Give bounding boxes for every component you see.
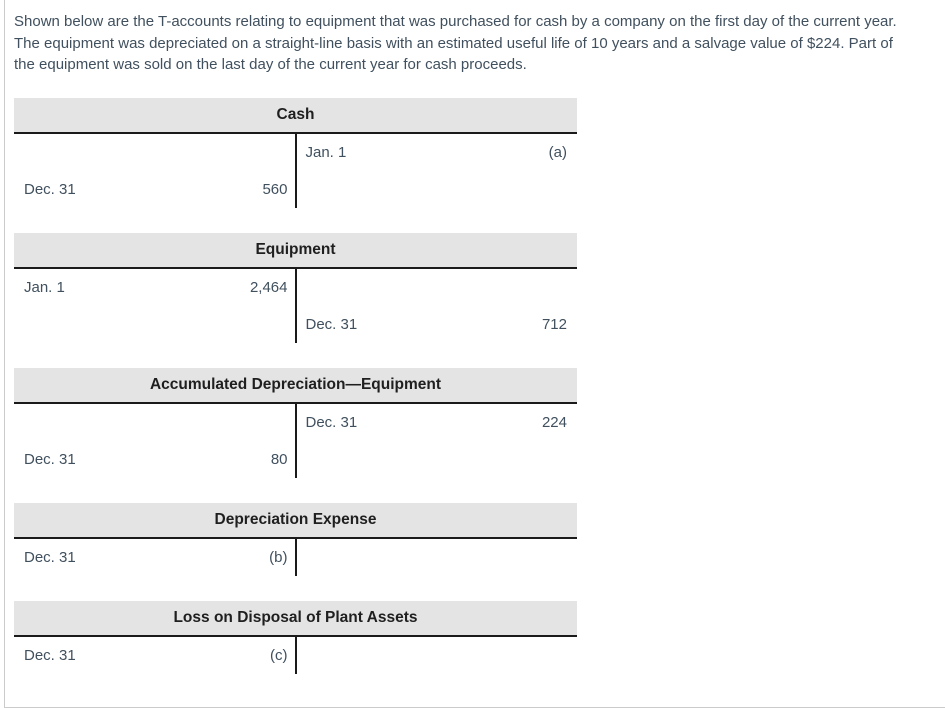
t-account-equipment: Equipment Jan. 1 2,464 Dec. 31 712 — [14, 232, 577, 343]
t-account-divider — [294, 538, 297, 576]
t-account-body: Dec. 31 224 Dec. 31 80 — [14, 403, 577, 478]
entry-date: Jan. 1 — [305, 143, 347, 161]
credit-cell-empty — [296, 637, 578, 674]
problem-statement-line: the equipment was sold on the last day o… — [14, 56, 527, 73]
entry-date: Dec. 31 — [24, 548, 76, 566]
t-account-title: Accumulated Depreciation—Equipment — [14, 367, 577, 404]
t-account-row: Jan. 1 2,464 — [14, 269, 577, 306]
debit-cell: Dec. 31 (b) — [14, 539, 296, 576]
entry-amount: (c) — [270, 646, 288, 664]
t-account-body: Jan. 1 (a) Dec. 31 560 — [14, 133, 577, 208]
entry-date: Jan. 1 — [24, 278, 65, 296]
credit-cell: Dec. 31 224 — [296, 404, 578, 441]
t-account-divider — [294, 268, 297, 343]
t-account-row: Dec. 31 80 — [14, 441, 577, 478]
t-account-loss-on-disposal: Loss on Disposal of Plant Assets Dec. 31… — [14, 600, 577, 674]
entry-amount: 224 — [541, 413, 567, 431]
t-account-title: Depreciation Expense — [14, 502, 577, 539]
t-account-row: Dec. 31 (b) — [14, 539, 577, 576]
problem-statement-line: The equipment was depreciated on a strai… — [14, 34, 893, 52]
t-account-depreciation-expense: Depreciation Expense Dec. 31 (b) — [14, 502, 577, 576]
entry-date: Dec. 31 — [305, 413, 358, 431]
credit-cell-empty — [296, 539, 578, 576]
t-account-body: Dec. 31 (b) — [14, 538, 577, 576]
entry-date: Dec. 31 — [305, 315, 358, 333]
t-account-cash: Cash Jan. 1 (a) Dec. 31 560 — [14, 97, 577, 208]
t-account-title: Equipment — [14, 232, 577, 269]
problem-page: Shown below are the T-accounts relating … — [4, 0, 945, 708]
t-account-row: Dec. 31 712 — [14, 306, 577, 343]
credit-cell-empty — [296, 171, 578, 208]
entry-date: Dec. 31 — [24, 646, 76, 664]
credit-cell: Jan. 1 (a) — [296, 134, 578, 171]
entry-amount: (a) — [548, 143, 567, 161]
credit-cell-empty — [296, 441, 578, 478]
debit-cell: Dec. 31 80 — [14, 441, 296, 478]
t-account-body: Jan. 1 2,464 Dec. 31 712 — [14, 268, 577, 343]
debit-cell: Dec. 31 560 — [14, 171, 296, 208]
debit-cell-empty — [14, 404, 296, 441]
t-account-divider — [294, 133, 297, 208]
problem-statement-line: Shown below are the T-accounts relating … — [14, 13, 897, 30]
debit-cell: Dec. 31 (c) — [14, 637, 296, 674]
debit-cell-empty — [14, 306, 296, 343]
problem-statement: Shown below are the T-accounts relating … — [14, 11, 945, 76]
credit-cell-empty — [296, 269, 578, 306]
t-account-title: Loss on Disposal of Plant Assets — [14, 600, 577, 637]
t-account-row: Jan. 1 (a) — [14, 134, 577, 171]
entry-amount: 560 — [262, 180, 288, 198]
credit-cell: Dec. 31 712 — [296, 306, 578, 343]
entry-amount: 2,464 — [249, 278, 288, 296]
t-account-divider — [294, 636, 297, 674]
t-accounts-exhibit: Cash Jan. 1 (a) Dec. 31 560 — [14, 97, 577, 674]
t-account-row: Dec. 31 224 — [14, 404, 577, 441]
entry-amount: (b) — [269, 548, 288, 566]
t-account-divider — [294, 403, 297, 478]
entry-amount: 712 — [541, 315, 567, 333]
t-account-body: Dec. 31 (c) — [14, 636, 577, 674]
t-account-title: Cash — [14, 97, 577, 134]
t-account-accumulated-depreciation: Accumulated Depreciation—Equipment Dec. … — [14, 367, 577, 478]
entry-date: Dec. 31 — [24, 450, 76, 468]
debit-cell-empty — [14, 134, 296, 171]
entry-date: Dec. 31 — [24, 180, 76, 198]
t-account-row: Dec. 31 (c) — [14, 637, 577, 674]
t-account-row: Dec. 31 560 — [14, 171, 577, 208]
debit-cell: Jan. 1 2,464 — [14, 269, 296, 306]
entry-amount: 80 — [270, 450, 288, 468]
